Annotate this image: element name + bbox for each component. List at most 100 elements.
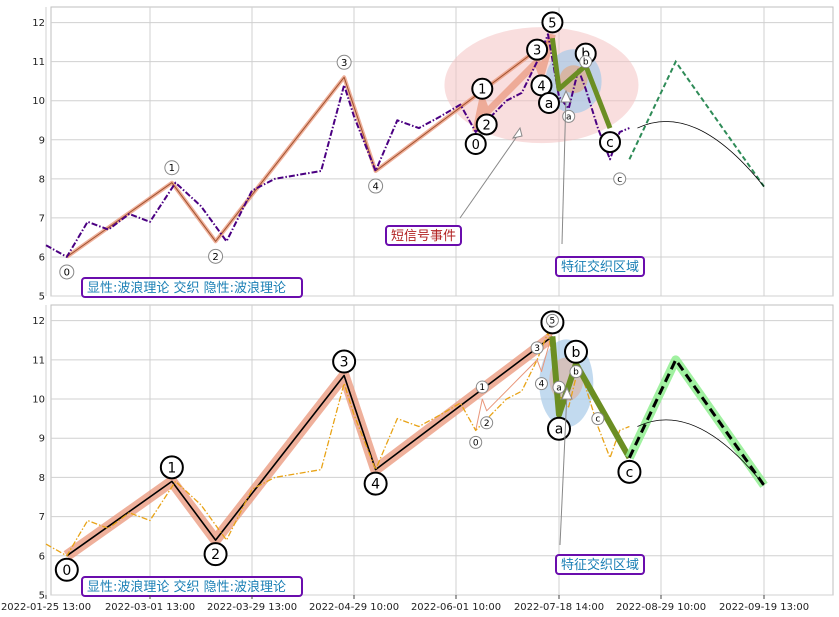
wave-line xyxy=(66,37,553,258)
sub-wave-label-circle xyxy=(475,113,498,136)
sub-abc-label-text: a xyxy=(566,112,572,122)
sub-wave-label-circle xyxy=(480,416,494,430)
legend-box: 显性:波浪理论 交织 隐性:波浪理论 xyxy=(81,576,303,597)
wave-label-4: 4 xyxy=(368,178,384,194)
sub-wave-label-3: 3 xyxy=(526,38,549,61)
sub-wave-label-circle xyxy=(469,435,483,449)
x-tick-label: 2022-06-01 10:00 xyxy=(411,602,501,613)
sub-wave-label-circle xyxy=(475,380,489,394)
zone-box-text: 特征交织区域 xyxy=(561,557,639,573)
sub-wave-label-text: 5 xyxy=(548,16,556,31)
wave-label-circle xyxy=(368,178,384,194)
forecast-arc xyxy=(637,121,765,187)
wave-label-text: 3 xyxy=(341,58,347,69)
sub-wave-label-circle xyxy=(541,11,564,34)
wave-label-text: 2 xyxy=(211,547,220,563)
x-tick-label: 2022-09-19 13:00 xyxy=(719,602,809,613)
sub-abc-label-b: b xyxy=(569,365,583,379)
wave-label-circle xyxy=(59,264,75,280)
abc-label-text: c xyxy=(626,465,634,481)
abc-label-circle xyxy=(547,416,571,441)
wave-line xyxy=(66,335,553,557)
wave-label-circle xyxy=(208,248,224,264)
zone-box-text: 特征交织区域 xyxy=(561,259,639,275)
legend-box-text: 显性:波浪理论 交织 隐性:波浪理论 xyxy=(87,579,286,595)
sub-abc-label-b: b xyxy=(579,55,593,69)
sub-abc-label-c: c xyxy=(613,172,627,186)
wave-label-text: 2 xyxy=(212,252,218,263)
abc-label-text: a xyxy=(555,422,564,438)
sub-wave-label-circle xyxy=(526,38,549,61)
sub-wave-label-text: 5 xyxy=(550,316,556,326)
wave-label-3: 3 xyxy=(336,54,352,70)
sub-wave-label-1: 1 xyxy=(471,77,494,100)
sub-wave-label-circle xyxy=(545,313,559,327)
sub-abc-label-text: a xyxy=(556,383,562,393)
abc-label-circle xyxy=(564,339,588,364)
wave-label-2: 2 xyxy=(208,248,224,264)
y-tick-label: 9 xyxy=(39,135,45,146)
y-tick-label: 10 xyxy=(32,96,45,107)
abc-label-text: a xyxy=(545,96,554,112)
price-series-line xyxy=(45,33,630,258)
wave-label-circle xyxy=(336,54,352,70)
wave-label-0: 0 xyxy=(54,557,79,582)
zone-box: 特征交织区域 xyxy=(555,256,645,277)
wave-label-3: 3 xyxy=(332,349,357,374)
sub-abc-label-circle xyxy=(569,365,583,379)
sub-wave-label-1: 1 xyxy=(475,380,489,394)
wave-label-4: 4 xyxy=(363,471,388,496)
plot-frame xyxy=(50,304,834,596)
forecast-arc xyxy=(637,419,765,486)
abc-label-circle xyxy=(538,92,560,115)
sub-wave-label-circle xyxy=(471,77,494,100)
sub-wave-label-text: 2 xyxy=(483,118,491,133)
legend-box-frame xyxy=(81,277,303,298)
sub-wave-band xyxy=(472,33,556,133)
abc-label-circle xyxy=(617,459,642,484)
wave-label-2: 2 xyxy=(203,542,228,567)
price-series-line xyxy=(45,331,630,557)
wave-label-circle xyxy=(332,349,357,374)
y-tick-label: 7 xyxy=(39,512,45,523)
signal-arrow-head xyxy=(511,126,523,139)
abc-label-text: b xyxy=(581,47,590,63)
y-tick-label: 5 xyxy=(39,591,45,602)
wave-label-1: 1 xyxy=(159,455,184,480)
sub-wave-label-2: 2 xyxy=(475,113,498,136)
y-tick-label: 12 xyxy=(32,18,45,29)
sub-wave-label-text: 1 xyxy=(478,83,486,98)
zone-arrow-line xyxy=(559,391,568,546)
sub-wave-label-2: 2 xyxy=(480,416,494,430)
sub-wave-label-text: 4 xyxy=(537,79,545,94)
forecast-line xyxy=(628,356,766,487)
sub-abc-label-a: a xyxy=(552,380,566,394)
sub-abc-label-text: b xyxy=(583,58,589,68)
abc-label-circle xyxy=(599,131,621,154)
y-tick-label: 11 xyxy=(32,57,45,68)
wave-label-circle xyxy=(203,542,228,567)
sub-wave-label-text: 3 xyxy=(534,344,540,354)
signal-box: 短信号事件 xyxy=(385,225,462,246)
x-tick-label: 2022-01-25 13:00 xyxy=(1,602,91,613)
sub-wave-label-circle xyxy=(464,132,487,155)
sub-abc-label-a: a xyxy=(562,109,576,123)
sub-wave-label-4: 4 xyxy=(534,377,548,391)
x-tick-label: 2022-08-29 10:00 xyxy=(616,602,706,613)
sub-wave-label-3: 3 xyxy=(530,341,544,355)
sub-wave-label-text: 1 xyxy=(479,383,485,393)
y-tick-label: 8 xyxy=(39,174,45,185)
wave-label-text: 0 xyxy=(62,563,71,579)
y-tick-label: 9 xyxy=(39,434,45,445)
sub-wave-label-5: 5 xyxy=(541,11,564,34)
y-tick-label: 7 xyxy=(39,213,45,224)
sub-abc-label-circle xyxy=(579,55,593,69)
y-tick-label: 12 xyxy=(32,316,45,327)
zone-arrow-line xyxy=(561,94,567,245)
sub-abc-label-text: c xyxy=(595,415,600,425)
sub-abc-label-circle xyxy=(613,172,627,186)
abc-label-text: c xyxy=(606,135,614,151)
sub-wave-label-circle xyxy=(534,377,548,391)
